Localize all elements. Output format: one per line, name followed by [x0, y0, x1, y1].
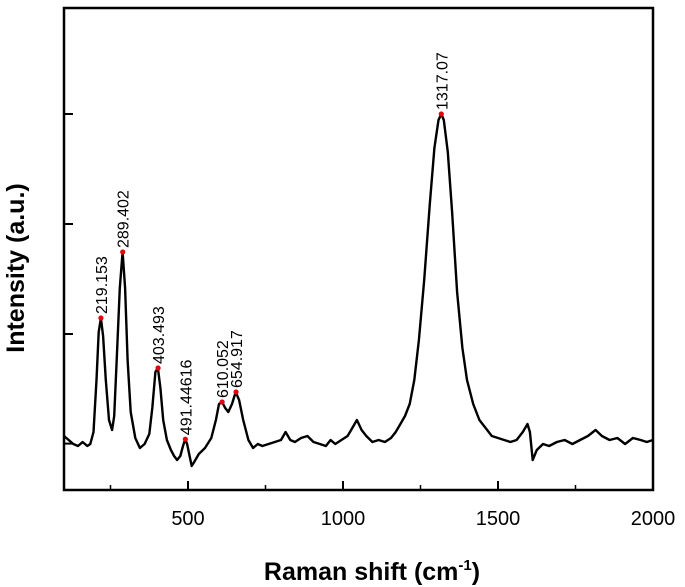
x-axis-label-main: Raman shift (cm: [264, 558, 458, 586]
x-tick-label: 2000: [631, 508, 676, 530]
x-tick-label: 500: [171, 508, 204, 530]
x-tick-label: 1000: [321, 508, 366, 530]
peak-marker: [182, 436, 188, 442]
series-layer: [63, 112, 654, 468]
plot-area: [62, 6, 655, 492]
peak-label: 610.052: [215, 340, 232, 398]
plot-frame: [62, 6, 655, 492]
peak-label: 403.493: [151, 306, 168, 364]
peak-marker: [233, 389, 239, 395]
x-axis-label-close: ): [472, 558, 480, 586]
x-axis-label-superscript: -1: [458, 557, 471, 574]
peak-label: 491.44616: [178, 359, 195, 435]
peak-label: 1317.07: [434, 52, 451, 110]
peak-marker: [155, 365, 161, 371]
peak-annotations: 219.153 289.402 403.493 491.44616 610.052654…: [94, 52, 451, 435]
y-axis-label: Intensity (a.u.): [2, 183, 30, 352]
peak-marker: [98, 315, 104, 321]
peak-marker: [120, 249, 126, 255]
peak-marker: [219, 399, 225, 405]
peak-label: 219.153: [94, 256, 111, 314]
peak-markers: [98, 111, 444, 442]
spectrum-line: [63, 112, 654, 468]
x-tick-labels: 500 1000 1500 2000: [171, 508, 675, 530]
peak-label: 289.402: [116, 190, 133, 248]
x-tick-label: 1500: [476, 508, 521, 530]
peak-marker: [438, 111, 444, 117]
axis-ticks: [64, 113, 654, 490]
peak-label: 654.917: [229, 330, 246, 388]
x-axis-label: Raman shift (cm-1): [264, 557, 480, 586]
